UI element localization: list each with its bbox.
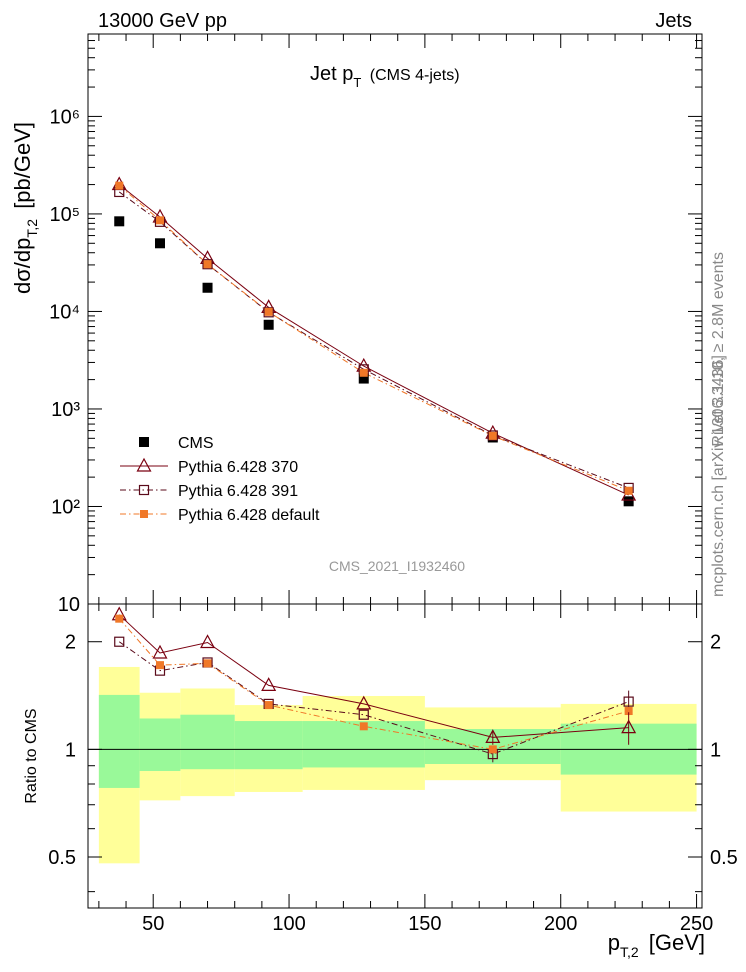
header-energy-label: 13000 GeV pp: [98, 10, 227, 32]
legend-marker: [136, 457, 152, 472]
uncertainty-band-stat: [139, 718, 181, 771]
x-tick-label: 50: [142, 913, 164, 935]
rivet-version-label: Rivet 3.1.10, ≥ 2.8M events: [710, 252, 727, 447]
ratio-data-point: [358, 709, 369, 720]
data-point: [487, 430, 498, 441]
y-tick-label: 10²: [51, 496, 80, 518]
analysis-watermark: CMS_2021_I1932460: [329, 558, 465, 574]
y-axis-label-unit: [pb/GeV]: [10, 122, 35, 215]
ratio-data-point: [359, 722, 368, 731]
header-process-label: Jets: [655, 10, 692, 32]
ratio-data-point: [356, 695, 372, 710]
ratio-y-tick-label-right: 0.5: [710, 847, 738, 869]
data-point: [155, 216, 164, 225]
data-point: [623, 496, 634, 507]
legend-label: Pythia 6.428 391: [178, 483, 298, 500]
ratio-data-point: [200, 634, 216, 649]
data-point: [114, 216, 125, 227]
ratio-data-point: [261, 677, 277, 691]
ratio-data-point: [115, 614, 124, 623]
ratio-data-point: [623, 696, 634, 707]
x-tick-label: 200: [544, 913, 577, 935]
main-plot: 10 10² 10³ 10⁴ 10⁵ 10⁶ Jet pT (CMS 4-jets) dσ/d…: [10, 33, 703, 616]
chart-title-sub: T: [353, 75, 361, 90]
legend-marker: [138, 484, 150, 496]
x-tick-label: 100: [272, 913, 305, 935]
ratio-y-tick-label-right: 1: [710, 739, 721, 761]
ratio-data-point: [203, 659, 212, 668]
x-axis-label: pT,2 [GeV]: [608, 930, 705, 960]
uncertainty-band-stat: [98, 694, 140, 788]
x-axis-label-unit: [GeV]: [643, 930, 705, 955]
ratio-y-tick-label: 1: [65, 739, 76, 761]
ratio-data-point: [488, 745, 497, 754]
data-point: [263, 319, 274, 330]
legend-label: CMS: [178, 435, 214, 452]
y-axis-label-main: dσ/dp: [10, 238, 35, 294]
x-axis-label-sub: T,2: [620, 944, 639, 960]
ratio-data-point: [264, 701, 273, 710]
ratio-data-point: [114, 636, 125, 647]
ratio-data-point: [155, 661, 164, 670]
y-tick-label: 10⁴: [49, 301, 80, 323]
legend-label: Pythia 6.428 370: [178, 459, 298, 476]
legend-marker: [140, 510, 148, 518]
data-point: [624, 486, 633, 495]
data-point: [359, 368, 368, 377]
ratio-y-tick-label-right: 2: [710, 632, 721, 654]
ratio-data-point: [624, 707, 633, 716]
ratio-y-tick-label: 0.5: [48, 847, 76, 869]
ratio-frame: [87, 603, 703, 909]
data-point: [202, 282, 213, 293]
chart-title-main: Jet p: [310, 63, 353, 85]
y-tick-label: 10: [58, 594, 80, 616]
chart-title: Jet pT (CMS 4-jets): [310, 63, 460, 90]
data-point: [358, 373, 369, 384]
ratio-data-point: [152, 644, 168, 659]
mcplots-label: mcplots.cern.ch [arXiv:1306.3436]: [710, 355, 727, 597]
data-point: [203, 260, 212, 269]
x-axis-label-main: p: [608, 930, 620, 955]
data-point: [264, 307, 273, 316]
legend-label: Pythia 6.428 default: [178, 507, 320, 524]
x-tick-label: 150: [408, 913, 441, 935]
uncertainty-band-stat: [180, 714, 235, 770]
data-point: [202, 259, 213, 270]
y-axis-label-sub: T,2: [24, 219, 40, 238]
x-tick-label: 250: [680, 913, 713, 935]
data-point: [263, 307, 274, 318]
data-point: [115, 181, 124, 190]
ratio-y-tick-label: 2: [65, 632, 76, 654]
data-point: [488, 431, 497, 440]
legend-marker: [139, 437, 149, 447]
chart-title-extra: (CMS 4-jets): [365, 67, 459, 84]
data-point: [154, 238, 165, 249]
ratio-y-axis-label: Ratio to CMS: [23, 708, 40, 803]
y-tick-label: 10³: [51, 399, 80, 421]
uncertainty-band-stat: [234, 721, 303, 770]
y-tick-label: 10⁶: [50, 106, 80, 128]
y-tick-label: 10⁵: [49, 204, 80, 226]
y-axis-label: dσ/dpT,2 [pb/GeV]: [10, 122, 40, 294]
